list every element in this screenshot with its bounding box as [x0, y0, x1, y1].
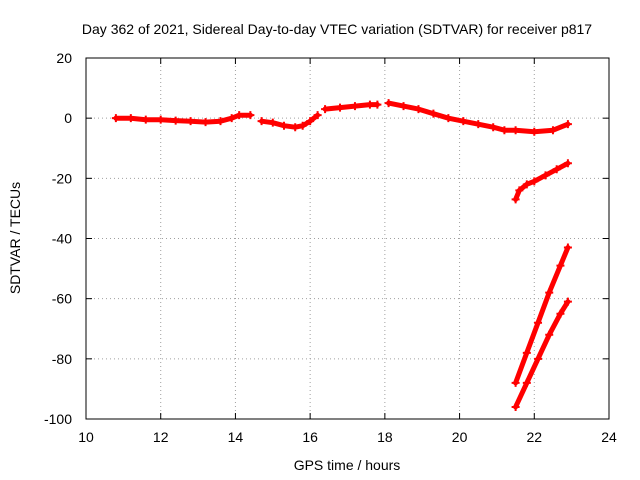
x-tick-label: 18 [377, 429, 393, 445]
y-tick-label: -20 [52, 170, 72, 186]
data-point [545, 330, 554, 339]
data-point [111, 114, 120, 123]
data-series [111, 99, 572, 411]
grid-lines [86, 58, 609, 419]
data-point [141, 115, 150, 124]
data-point [522, 180, 531, 189]
series-arc-5 [511, 159, 572, 204]
data-point [171, 116, 180, 125]
x-tick-label: 12 [153, 429, 169, 445]
data-point [511, 402, 520, 411]
series-arc-2 [257, 111, 322, 132]
data-point [534, 354, 543, 363]
data-point [511, 126, 520, 135]
data-point [227, 114, 236, 123]
data-point [500, 126, 509, 135]
data-point [563, 297, 572, 306]
data-point [552, 165, 561, 174]
data-point [268, 118, 277, 127]
x-tick-label: 24 [601, 429, 617, 445]
data-point [545, 288, 554, 297]
data-point [306, 117, 315, 126]
data-point [279, 121, 288, 130]
data-point [126, 114, 135, 123]
data-point [186, 117, 195, 126]
data-point [530, 177, 539, 186]
data-point [216, 117, 225, 126]
data-point [563, 243, 572, 252]
data-point [350, 102, 359, 111]
data-point [373, 100, 382, 109]
data-point [534, 318, 543, 327]
series-trace [513, 299, 571, 410]
data-point [321, 105, 330, 114]
y-tick-label: -80 [52, 351, 72, 367]
data-point [429, 109, 438, 118]
data-point [444, 114, 453, 123]
data-point [548, 126, 557, 135]
data-point [257, 117, 266, 126]
data-point [541, 171, 550, 180]
y-tick-label: -100 [44, 411, 72, 427]
data-point [298, 121, 307, 130]
data-point [474, 120, 483, 129]
data-point [365, 100, 374, 109]
data-point [522, 348, 531, 357]
y-tick-label: 0 [64, 110, 72, 126]
series-arc-6 [511, 243, 572, 387]
series-arc-4 [384, 99, 572, 136]
data-point [235, 111, 244, 120]
series-trace [513, 245, 571, 386]
data-point [459, 117, 468, 126]
y-axis-label: SDTVAR / TECUs [7, 182, 23, 294]
x-tick-label: 22 [526, 429, 542, 445]
data-point [563, 120, 572, 129]
y-tick-label: -60 [52, 291, 72, 307]
axis-ticks: 10 12 14 16 18 20 22 24 20 0 -20 -40 -60 -80 -100 [44, 50, 617, 445]
data-point [556, 261, 565, 270]
data-point [511, 378, 520, 387]
data-point [156, 115, 165, 124]
x-tick-label: 20 [452, 429, 468, 445]
data-point [246, 111, 255, 120]
data-point [530, 127, 539, 136]
x-axis-label: GPS time / hours [294, 457, 401, 473]
data-point [563, 159, 572, 168]
data-point [489, 123, 498, 132]
chart-title: Day 362 of 2021, Sidereal Day-to-day VTE… [82, 21, 592, 37]
data-point [556, 309, 565, 318]
data-point [291, 123, 300, 132]
data-point [201, 118, 210, 127]
data-point [414, 105, 423, 114]
data-point [515, 186, 524, 195]
data-point [522, 378, 531, 387]
x-tick-label: 10 [78, 429, 94, 445]
series-arc-3 [321, 100, 382, 114]
x-tick-label: 14 [228, 429, 244, 445]
data-point [384, 99, 393, 108]
data-point [511, 195, 520, 204]
series-arc-1 [111, 111, 255, 127]
data-point [313, 111, 322, 120]
y-tick-label: 20 [56, 50, 72, 66]
data-point [336, 103, 345, 112]
y-tick-label: -40 [52, 231, 72, 247]
x-tick-label: 16 [302, 429, 318, 445]
series-arc-7 [511, 297, 572, 411]
data-point [399, 102, 408, 111]
